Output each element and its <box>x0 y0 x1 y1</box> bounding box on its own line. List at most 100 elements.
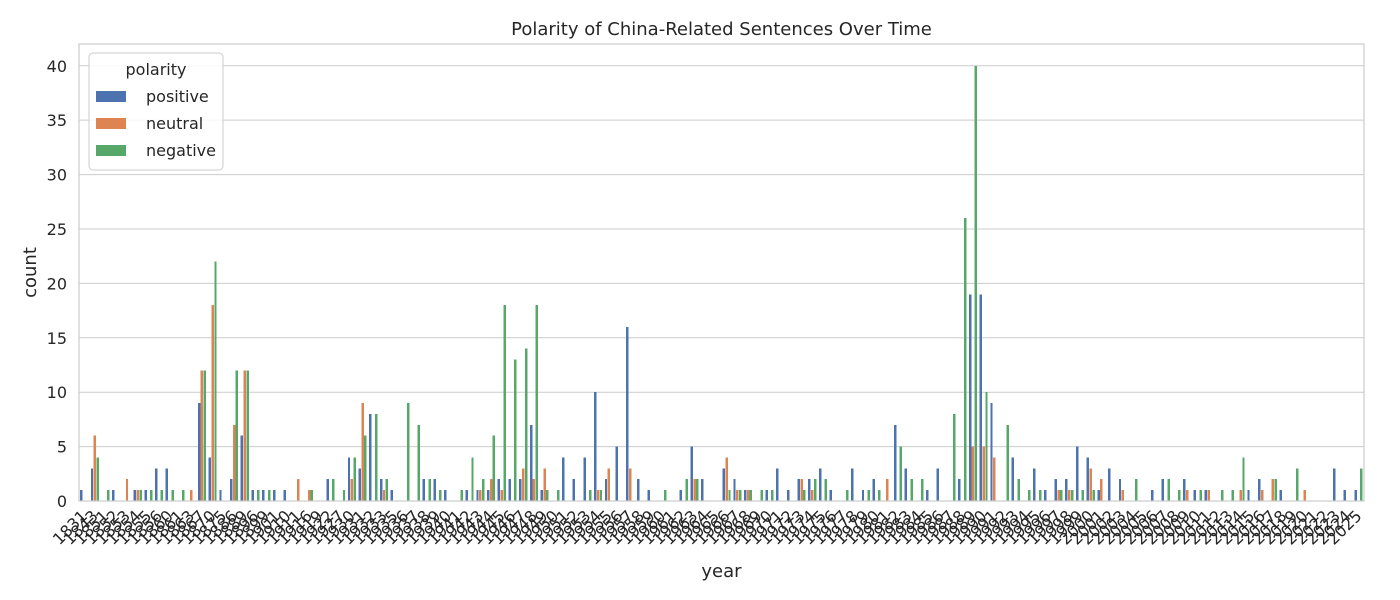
bar-neutral-1968 <box>746 490 750 501</box>
bar-negative-1870 <box>214 261 217 501</box>
bar-positive-1951 <box>561 457 565 501</box>
bar-positive-1986 <box>936 468 940 501</box>
bar-positive-1991 <box>990 403 993 501</box>
bar-negative-1977 <box>846 490 849 501</box>
bar-negative-1854 <box>139 490 142 501</box>
legend-box <box>88 52 224 171</box>
bar-neutral-1998 <box>1068 490 1071 501</box>
bar-positive-1852 <box>112 490 115 501</box>
bar-positive-1972 <box>786 490 790 501</box>
bar-negative-1979 <box>867 490 870 501</box>
bar-neutral-2009 <box>1185 490 1189 501</box>
bar-positive-2002 <box>1108 468 1111 501</box>
y-tick-label: 15 <box>47 329 67 348</box>
bar-negative-2014 <box>1242 457 1245 501</box>
bar-positive-1952 <box>572 479 576 501</box>
bar-negative-1949 <box>546 490 549 501</box>
bar-negative-1970 <box>771 490 774 501</box>
y-tick-label: 40 <box>47 57 67 76</box>
x-axis-label: year <box>701 561 742 582</box>
bar-negative-1927 <box>342 490 346 501</box>
bar-positive-1988 <box>958 479 961 501</box>
bar-negative-1973 <box>803 490 806 501</box>
bar-neutral-2017 <box>1271 479 1275 501</box>
bar-negative-1855 <box>150 490 153 501</box>
legend-label-positive: positive <box>146 87 209 106</box>
y-tick-label: 25 <box>47 220 67 239</box>
bar-negative-1990 <box>985 392 988 501</box>
bar-negative-2004 <box>1135 479 1138 501</box>
bar-positive-1959 <box>647 490 651 501</box>
bar-negative-1947 <box>524 348 528 501</box>
bar-negative-2025 <box>1360 468 1363 501</box>
bar-neutral-1931 <box>361 403 364 501</box>
bar-negative-1983 <box>910 479 913 501</box>
bar-negative-1860 <box>171 490 174 501</box>
bar-positive-1947 <box>519 479 522 501</box>
bar-neutral-1954 <box>596 490 600 501</box>
bar-neutral-1991 <box>993 457 996 501</box>
bar-negative-1960 <box>664 490 667 501</box>
bar-positive-1930 <box>347 457 351 501</box>
bar-positive-1982 <box>893 424 897 501</box>
bar-positive-1967 <box>733 479 736 501</box>
bar-negative-1941 <box>460 490 464 501</box>
bar-positive-1956 <box>615 446 618 501</box>
y-tick-labels: 0 5 10 15 20 25 30 35 40 <box>47 57 67 511</box>
bar-positive-1946 <box>508 479 511 501</box>
bar-positive-1933 <box>379 479 383 501</box>
bar-neutral-2016 <box>1260 490 1264 501</box>
bar-negative-2008 <box>1178 490 1181 501</box>
bar-negative-1998 <box>1070 490 1074 501</box>
bar-negative-1931 <box>364 435 367 501</box>
bar-positive-1870 <box>208 457 212 501</box>
bar-positive-1958 <box>636 479 640 501</box>
bar-positive-1973 <box>797 479 800 501</box>
bar-positive-2023 <box>1332 468 1336 501</box>
bar-negative-2013 <box>1231 490 1235 501</box>
bar-positive-1971 <box>776 468 779 501</box>
legend-items: positive neutral negative <box>96 87 216 160</box>
bar-positive-1949 <box>540 490 543 501</box>
bar-positive-1855 <box>144 490 147 501</box>
bar-neutral-1949 <box>543 468 546 501</box>
bar-positive-1966 <box>722 468 726 501</box>
bar-negative-1922 <box>332 479 335 501</box>
bar-neutral-1867 <box>200 370 204 501</box>
bar-positive-1964 <box>701 479 704 501</box>
bar-negative-1995 <box>1038 490 1042 501</box>
bar-negative-1851 <box>107 490 110 501</box>
bar-neutral-1933 <box>382 490 386 501</box>
bar-positive-2010 <box>1193 490 1197 501</box>
bar-positive-1979 <box>861 490 865 501</box>
gridlines <box>79 65 1364 502</box>
bar-positive-1954 <box>594 392 597 501</box>
bar-positive-1953 <box>583 457 586 501</box>
bar-negative-1937 <box>417 424 421 501</box>
bar-negative-2012 <box>1220 490 1224 501</box>
bar-neutral-1854 <box>136 490 139 501</box>
bar-neutral-1973 <box>800 479 803 501</box>
legend: polarity positive neutral negative <box>88 52 224 171</box>
bar-positive-1867 <box>197 403 201 501</box>
bar-negative-2007 <box>1167 479 1170 501</box>
bar-positive-1896 <box>251 490 254 501</box>
bar-negative-1938 <box>428 479 431 501</box>
bar-negative-1843 <box>96 457 99 501</box>
bar-positive-1931 <box>358 468 361 501</box>
bar-positive-1939 <box>433 479 436 501</box>
bar-positive-1910 <box>283 490 286 501</box>
bar-neutral-1930 <box>350 479 354 501</box>
bar-neutral-1981 <box>886 479 889 501</box>
bar-neutral-2014 <box>1239 490 1242 501</box>
bar-negative-1962 <box>685 479 688 501</box>
bar-positive-1968 <box>743 490 747 501</box>
axes-frame <box>78 43 1365 502</box>
bar-neutral-1955 <box>607 468 611 501</box>
bar-positive-1999 <box>1075 446 1079 501</box>
bar-positive-1980 <box>872 479 875 501</box>
bar-negative-1987 <box>953 413 956 501</box>
bar-positive-1998 <box>1065 479 1068 501</box>
